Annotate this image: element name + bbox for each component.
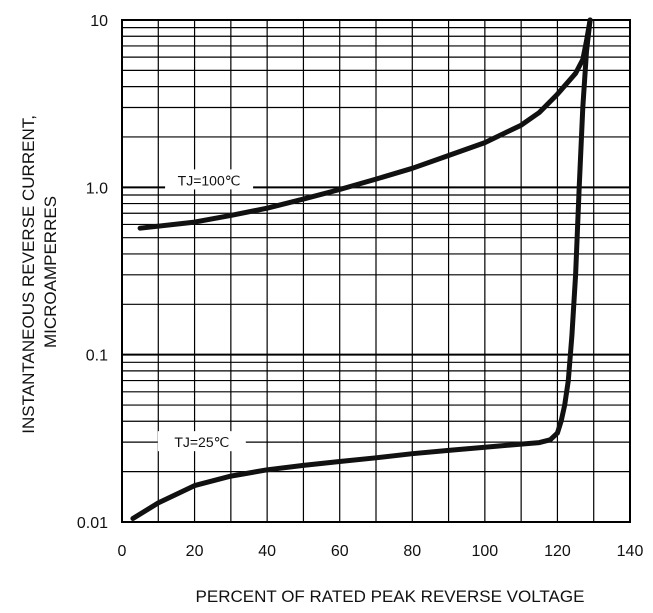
annotation-background (165, 169, 254, 190)
x-tick-label: 20 (186, 543, 204, 560)
x-tick-label: 60 (331, 543, 349, 560)
y-tick-label: 1.0 (86, 180, 108, 197)
y-axis-label: INSTANTANEOUS REVERSE CURRENT, MICROAMPE… (19, 110, 60, 433)
x-tick-label: 120 (544, 543, 571, 560)
tick-labels: 0 20 40 60 80 100 120 140 10 1.0 0.1 0.01 (77, 13, 644, 560)
x-tick-label: 40 (258, 543, 276, 560)
series-line-2 (130, 17, 593, 521)
y-axis-label-line-1: INSTANTANEOUS REVERSE CURRENT, (19, 115, 38, 434)
chart-grid (122, 20, 630, 522)
y-axis-label-line-2: MICROAMPERRES (41, 196, 60, 348)
y-tick-label: 10 (90, 13, 108, 30)
annotation-background (157, 431, 246, 452)
series-annotation: TJ=25℃ (174, 434, 229, 450)
series-line-1 (137, 17, 593, 231)
y-tick-label: 0.01 (77, 515, 108, 532)
x-axis-label: PERCENT OF RATED PEAK REVERSE VOLTAGE (196, 587, 585, 606)
x-tick-label: 0 (118, 543, 127, 560)
series-annotation: TJ=100℃ (178, 172, 241, 188)
x-tick-label: 100 (472, 543, 499, 560)
x-tick-label: 80 (403, 543, 421, 560)
plot-frame (121, 19, 631, 523)
series-layer: TJ=100℃ TJ=25℃ (130, 17, 593, 521)
y-tick-label: 0.1 (86, 348, 108, 365)
x-tick-label: 140 (617, 543, 644, 560)
